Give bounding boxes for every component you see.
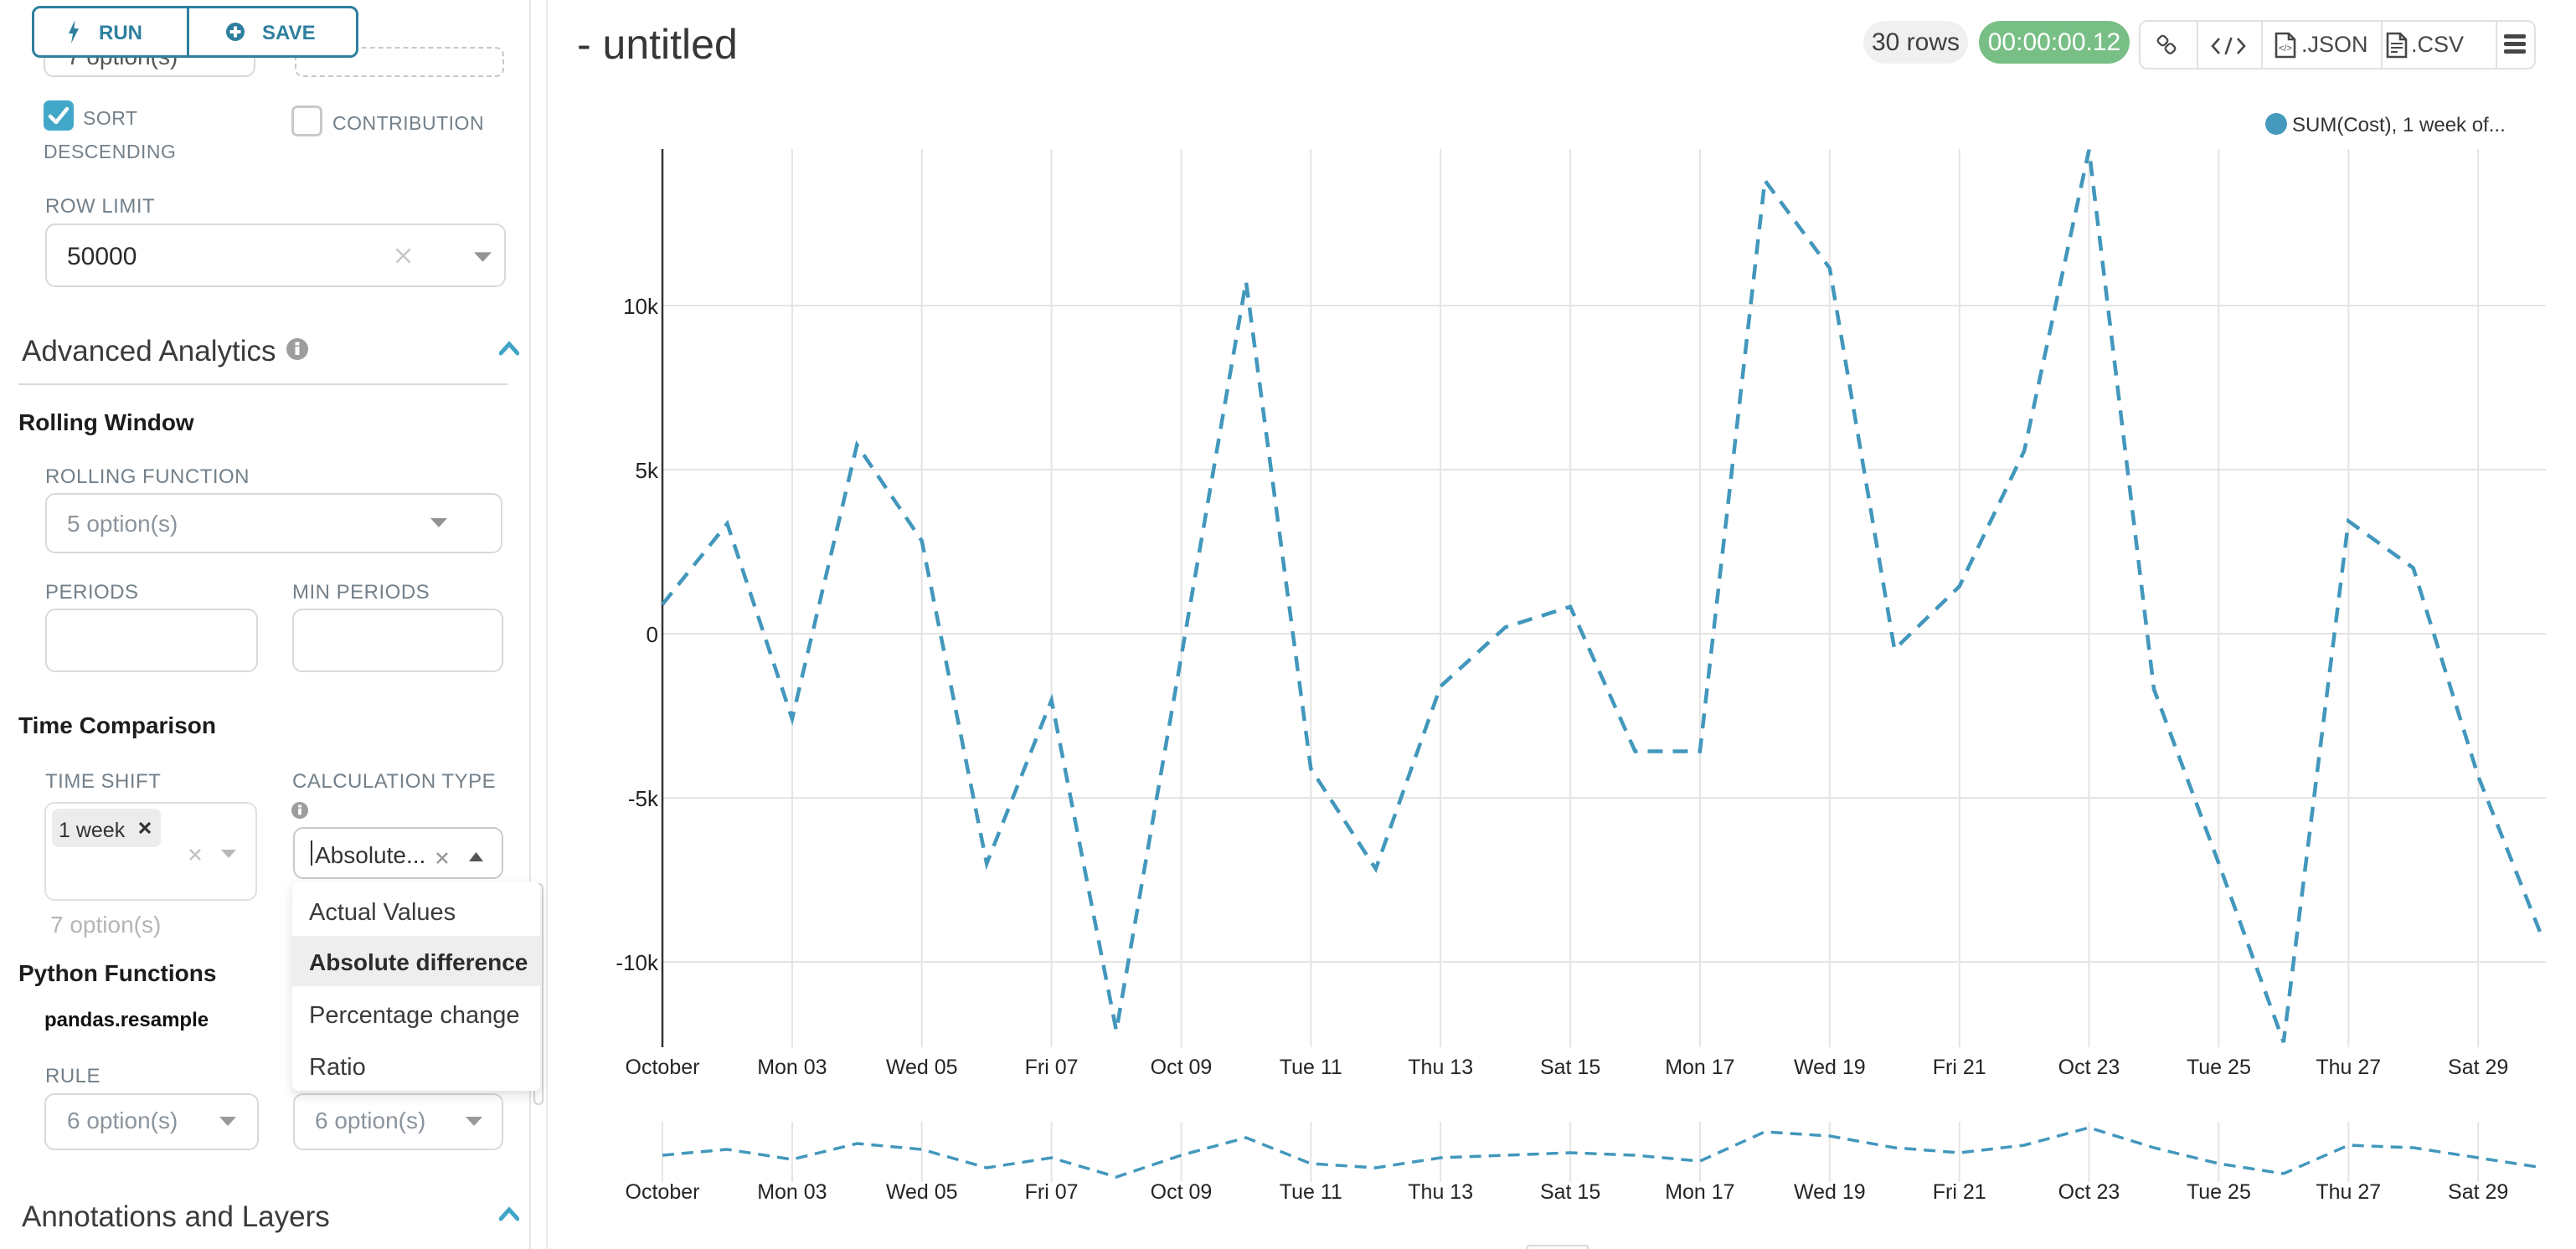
svg-text:Thu 13: Thu 13 bbox=[1408, 1056, 1473, 1079]
svg-text:SUM(Cost), 1 week of...: SUM(Cost), 1 week of... bbox=[2292, 114, 2506, 136]
svg-text:Sat 29: Sat 29 bbox=[2448, 1180, 2508, 1204]
svg-text:0: 0 bbox=[647, 622, 658, 647]
svg-text:Mon 03: Mon 03 bbox=[757, 1180, 827, 1204]
svg-text:Tue 11: Tue 11 bbox=[1280, 1056, 1342, 1079]
svg-text:October: October bbox=[626, 1056, 700, 1079]
svg-text:Wed 05: Wed 05 bbox=[886, 1180, 958, 1204]
svg-text:Fri 21: Fri 21 bbox=[1933, 1056, 1986, 1079]
svg-text:5k: 5k bbox=[636, 458, 659, 483]
svg-text:Sat 15: Sat 15 bbox=[1540, 1180, 1600, 1204]
svg-text:Fri 21: Fri 21 bbox=[1933, 1180, 1986, 1204]
svg-text:Oct 23: Oct 23 bbox=[2058, 1056, 2120, 1079]
svg-text:-5k: -5k bbox=[628, 786, 659, 811]
svg-text:Wed 05: Wed 05 bbox=[886, 1056, 958, 1079]
svg-text:Thu 13: Thu 13 bbox=[1408, 1180, 1473, 1204]
svg-text:Tue 11: Tue 11 bbox=[1280, 1180, 1342, 1204]
svg-text:Wed 19: Wed 19 bbox=[1794, 1180, 1866, 1204]
svg-text:Oct 23: Oct 23 bbox=[2058, 1180, 2120, 1204]
svg-text:October: October bbox=[626, 1180, 700, 1204]
svg-text:Oct 09: Oct 09 bbox=[1151, 1056, 1213, 1079]
svg-text:Tue 25: Tue 25 bbox=[2187, 1180, 2251, 1204]
svg-text:Mon 17: Mon 17 bbox=[1665, 1180, 1734, 1204]
svg-text:Wed 19: Wed 19 bbox=[1794, 1056, 1866, 1079]
svg-text:Oct 09: Oct 09 bbox=[1151, 1180, 1213, 1204]
svg-text:Mon 17: Mon 17 bbox=[1665, 1056, 1734, 1079]
svg-text:Fri 07: Fri 07 bbox=[1025, 1180, 1079, 1204]
svg-text:Sat 15: Sat 15 bbox=[1540, 1056, 1600, 1079]
svg-text:-10k: -10k bbox=[616, 950, 659, 975]
svg-text:Fri 07: Fri 07 bbox=[1025, 1056, 1079, 1079]
svg-text:10k: 10k bbox=[623, 294, 659, 319]
svg-text:Mon 03: Mon 03 bbox=[757, 1056, 827, 1079]
svg-text:Thu 27: Thu 27 bbox=[2316, 1180, 2381, 1204]
svg-text:</>: </> bbox=[2279, 44, 2292, 54]
svg-text:Thu 27: Thu 27 bbox=[2316, 1056, 2381, 1079]
svg-text:Tue 25: Tue 25 bbox=[2187, 1056, 2251, 1079]
svg-text:Sat 29: Sat 29 bbox=[2448, 1056, 2508, 1079]
